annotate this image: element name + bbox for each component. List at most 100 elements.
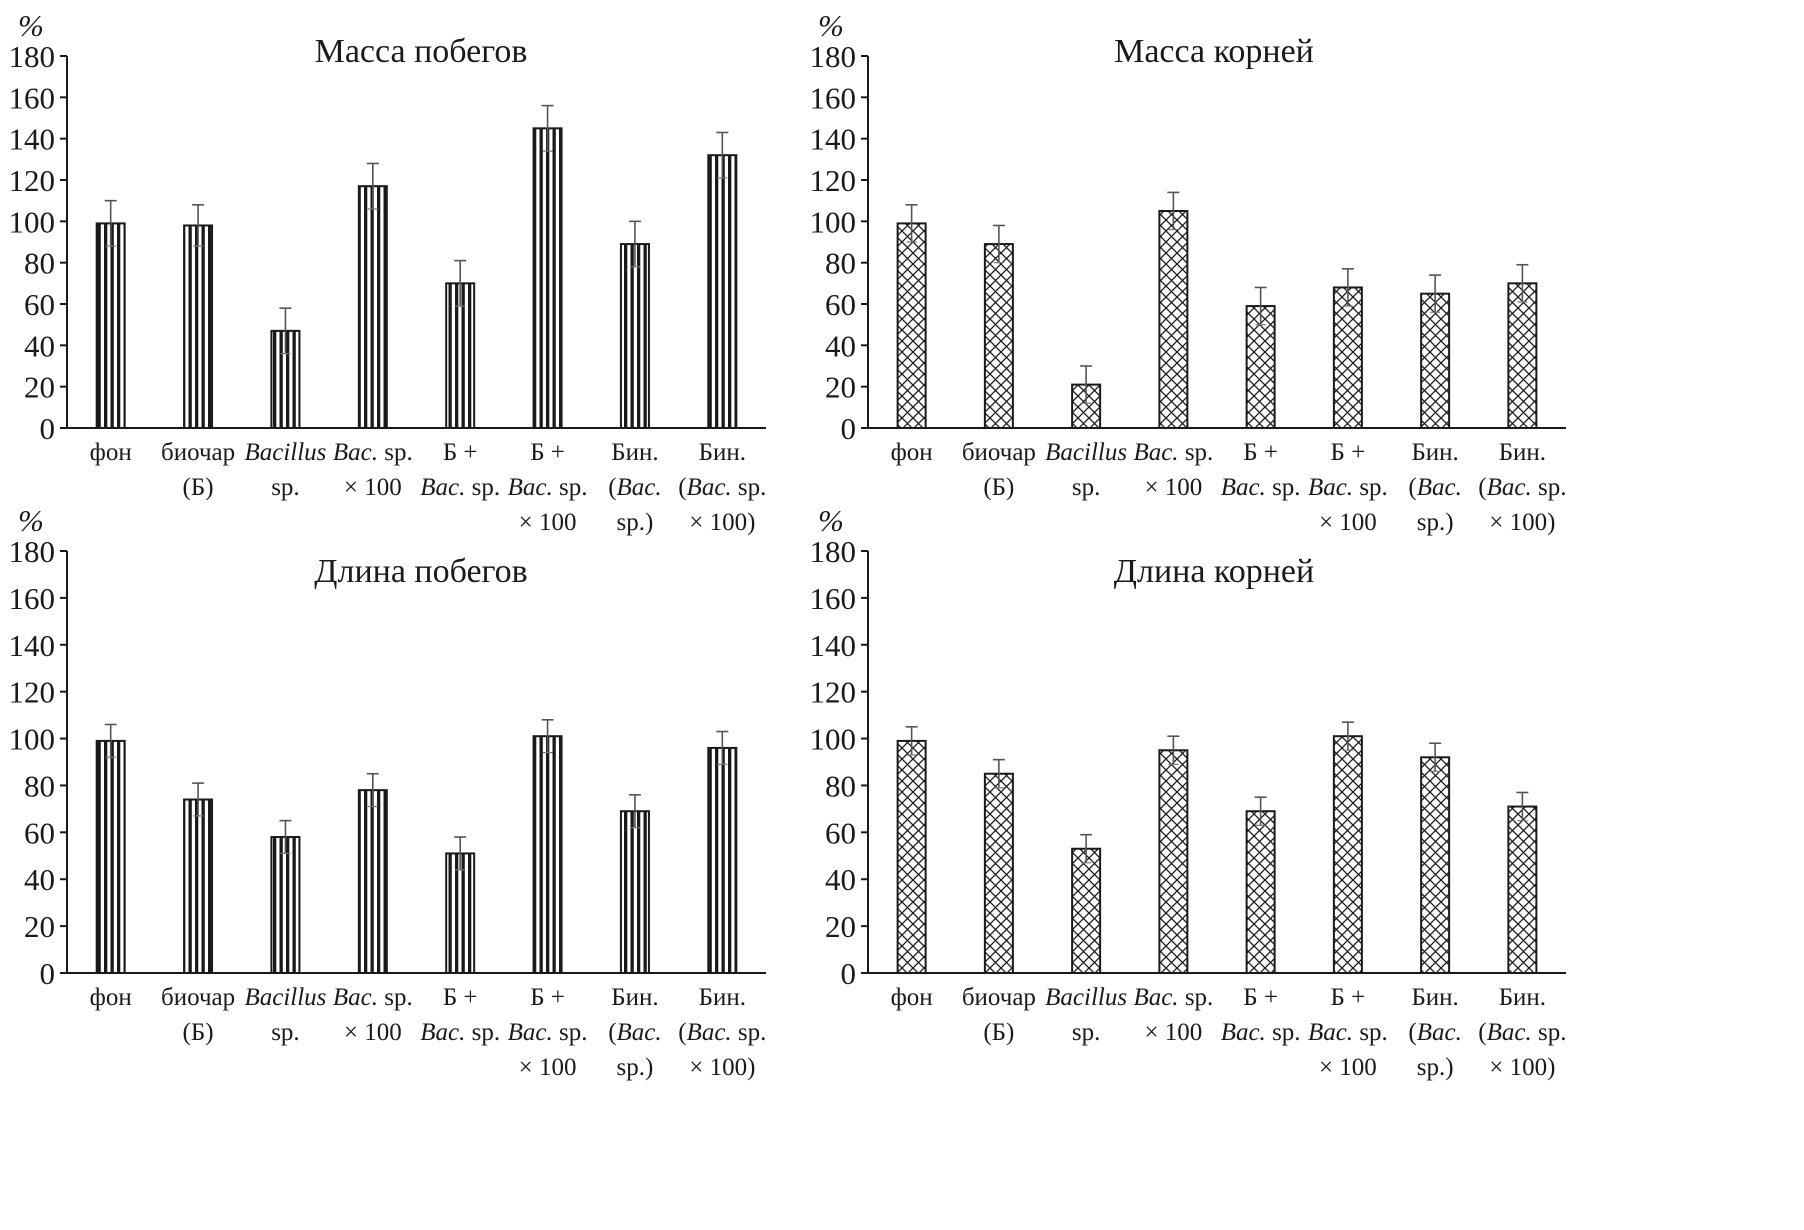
- x-category-label: Бин.: [699, 984, 746, 1011]
- bar: [1420, 292, 1451, 429]
- bar: [1332, 735, 1363, 975]
- y-tick-label: 180: [810, 534, 857, 569]
- x-category-label: Бин.: [1499, 439, 1546, 466]
- y-tick-label: 180: [810, 39, 857, 74]
- y-tick-label: 120: [9, 675, 56, 710]
- y-tick-label: 60: [24, 287, 55, 322]
- x-category-label: Bacillus: [1045, 984, 1127, 1011]
- bar: [95, 222, 126, 429]
- chart-panel-1: Масса побегов% 0 20 40 60 80 100 120 140 160 180 фо…: [9, 8, 767, 536]
- x-category-label: × 100: [1319, 509, 1377, 536]
- y-tick-label: 160: [810, 581, 857, 616]
- y-tick-label: 180: [9, 39, 56, 74]
- bar: [619, 810, 650, 974]
- x-category-label: Bac. sp.: [1221, 1019, 1301, 1046]
- y-tick-label: 100: [810, 722, 857, 757]
- y-tick-label: 100: [810, 204, 857, 239]
- bar: [896, 222, 927, 429]
- bar: [357, 789, 388, 975]
- x-category-label: Б +: [530, 984, 565, 1011]
- x-category-label: Бин.: [1499, 984, 1546, 1011]
- bar: [896, 739, 927, 975]
- chart-panel-4: Длина корней% 0 20 40 60 80 100 120 140 160 180 фон…: [810, 503, 1567, 1081]
- y-tick-label: 140: [810, 628, 857, 663]
- x-category-label: Bac. sp.: [1308, 1019, 1388, 1046]
- x-category-label: × 100): [689, 509, 755, 536]
- x-category-label: × 100): [689, 1054, 755, 1081]
- x-category-label: Bacillus: [244, 439, 326, 466]
- y-tick-label: 80: [825, 768, 856, 803]
- x-category-label: sp.: [271, 1019, 299, 1046]
- chart-title: Масса корней: [1114, 33, 1314, 70]
- x-category-label: (Б): [183, 1019, 214, 1046]
- y-tick-label: 20: [825, 909, 856, 944]
- x-category-label: (Б): [183, 474, 214, 501]
- charts-root: Масса побегов% 0 20 40 60 80 100 120 140 160 180 фо…: [9, 8, 1567, 1081]
- x-category-label: Бин.: [611, 984, 658, 1011]
- y-tick-label: 80: [825, 246, 856, 281]
- y-tick-label: 40: [24, 862, 55, 897]
- y-tick-label: 60: [825, 287, 856, 322]
- bar: [1158, 210, 1189, 429]
- x-category-label: Bac. sp.: [333, 984, 413, 1011]
- bar: [1507, 805, 1538, 974]
- x-category-label: (Bac.: [608, 474, 661, 501]
- x-category-label: Бин.: [1411, 439, 1458, 466]
- x-category-label: × 100: [519, 1054, 577, 1081]
- y-tick-label: 140: [9, 628, 56, 663]
- bar: [1071, 847, 1102, 974]
- y-tick-label: 40: [825, 862, 856, 897]
- bar: [532, 735, 563, 975]
- bar: [183, 798, 214, 974]
- bar: [619, 243, 650, 429]
- y-axis-unit-label: %: [818, 8, 844, 43]
- x-category-label: Bac. sp.: [1133, 984, 1213, 1011]
- x-category-label: × 100: [1319, 1054, 1377, 1081]
- x-category-label: × 100): [1489, 1054, 1555, 1081]
- x-category-label: биочар: [962, 439, 1036, 466]
- x-category-label: Bac. sp.: [1221, 474, 1301, 501]
- y-tick-label: 140: [9, 122, 56, 157]
- y-tick-label: 120: [810, 675, 857, 710]
- chart-title: Длина побегов: [314, 553, 527, 590]
- x-category-label: sp.): [617, 509, 654, 536]
- x-category-label: фон: [891, 439, 933, 466]
- x-category-label: биочар: [161, 984, 235, 1011]
- bar: [707, 746, 738, 975]
- bar: [983, 243, 1014, 429]
- bar: [1332, 286, 1363, 430]
- x-category-label: фон: [891, 984, 933, 1011]
- x-category-label: Бин.: [611, 439, 658, 466]
- bar: [1507, 282, 1538, 430]
- y-tick-label: 0: [40, 956, 56, 991]
- x-category-label: Б +: [1243, 984, 1278, 1011]
- x-category-label: Bac. sp.: [420, 1019, 500, 1046]
- y-tick-label: 20: [24, 370, 55, 405]
- x-category-label: (Б): [983, 474, 1014, 501]
- y-tick-label: 60: [825, 815, 856, 850]
- x-category-label: sp.: [1072, 474, 1100, 501]
- bar: [1420, 756, 1451, 974]
- chart-title: Длина корней: [1114, 553, 1314, 590]
- y-tick-label: 40: [24, 328, 55, 363]
- bar: [1158, 749, 1189, 974]
- y-tick-label: 0: [841, 411, 857, 446]
- y-tick-label: 0: [841, 956, 857, 991]
- x-category-label: фон: [90, 439, 132, 466]
- x-category-label: Б +: [443, 439, 478, 466]
- y-tick-label: 20: [24, 909, 55, 944]
- bar: [183, 224, 214, 429]
- x-category-label: Bac. sp.: [508, 474, 588, 501]
- y-tick-label: 0: [40, 411, 56, 446]
- y-tick-label: 180: [9, 534, 56, 569]
- x-category-label: Б +: [1243, 439, 1278, 466]
- x-category-label: × 100): [1489, 509, 1555, 536]
- y-tick-label: 20: [825, 370, 856, 405]
- x-category-label: Бин.: [1411, 984, 1458, 1011]
- x-category-label: Б +: [443, 984, 478, 1011]
- x-category-label: × 100: [1144, 474, 1202, 501]
- x-category-label: × 100: [1144, 1019, 1202, 1046]
- x-category-label: (Bac.: [608, 1019, 661, 1046]
- x-category-label: Bac. sp.: [420, 474, 500, 501]
